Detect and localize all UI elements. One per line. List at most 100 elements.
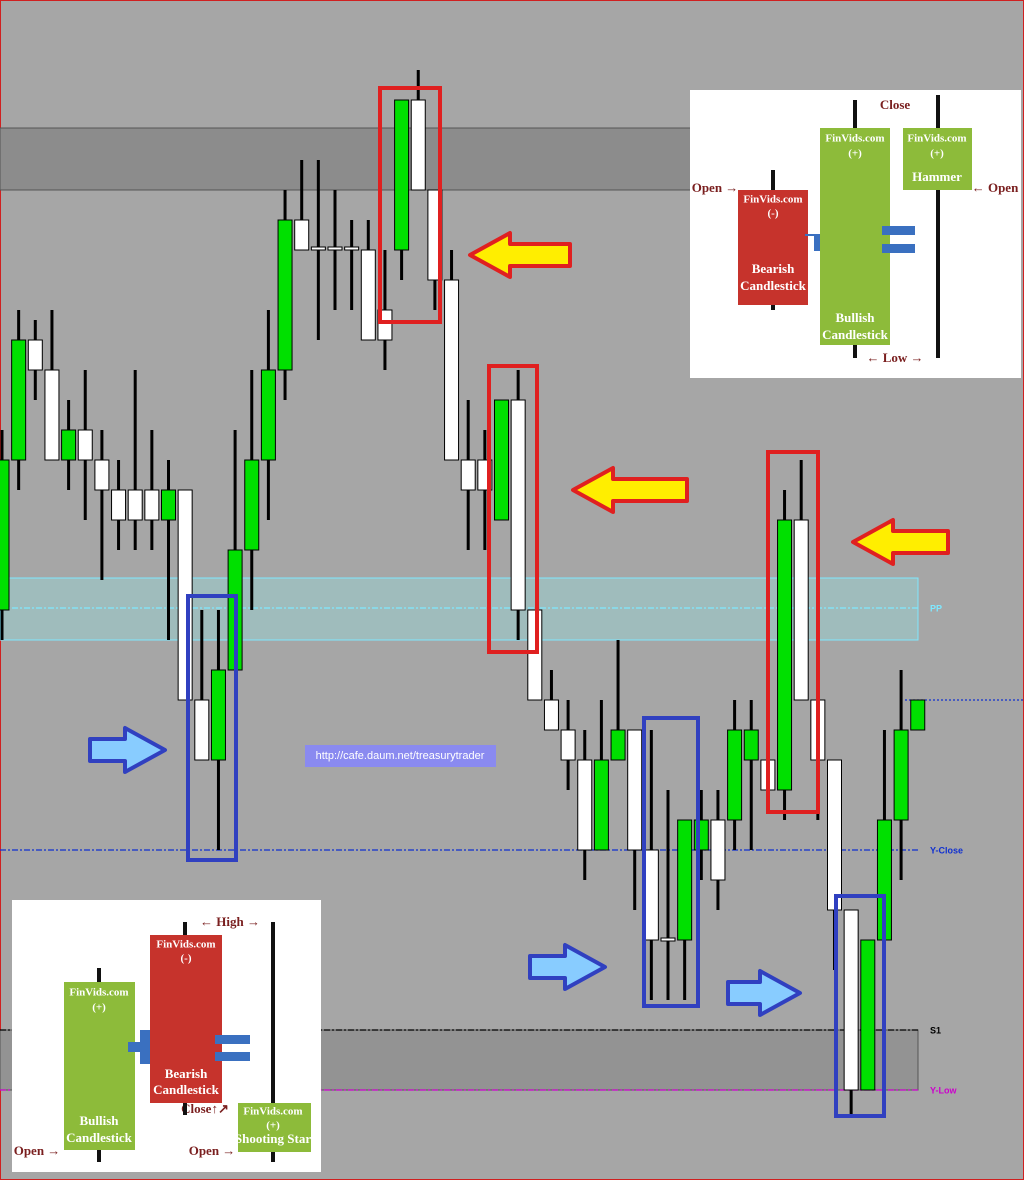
label: (+) bbox=[930, 148, 944, 160]
label: Candlestick bbox=[153, 1082, 220, 1097]
label: FinVids.com bbox=[743, 194, 802, 206]
candle-body bbox=[727, 729, 743, 821]
candle-body bbox=[64, 982, 135, 1150]
candle-body bbox=[610, 729, 626, 761]
candle-body bbox=[643, 849, 659, 941]
label: FinVids.com bbox=[825, 133, 884, 145]
label: (+) bbox=[848, 148, 862, 160]
candle-body bbox=[743, 729, 759, 761]
candle-body bbox=[294, 219, 310, 251]
label: FinVids.com bbox=[243, 1106, 302, 1118]
highlight-box bbox=[487, 364, 539, 654]
hammer-inset: Close Open → ← Open ← Low → FinVids.com … bbox=[690, 90, 1021, 378]
label: Bullish bbox=[79, 1113, 119, 1128]
label: Open → bbox=[692, 180, 739, 195]
candles bbox=[0, 70, 926, 1115]
label: (-) bbox=[181, 953, 192, 965]
label: FinVids.com bbox=[156, 939, 215, 951]
candle-body bbox=[244, 459, 260, 551]
arrow bbox=[571, 466, 689, 514]
label: (+) bbox=[266, 1120, 280, 1132]
candle-body bbox=[327, 246, 343, 251]
label: ← Low → bbox=[866, 350, 923, 365]
candle-body bbox=[738, 190, 808, 305]
label: Open → bbox=[14, 1143, 61, 1158]
candle-body bbox=[510, 399, 526, 611]
candle-body bbox=[494, 399, 509, 521]
candle-body bbox=[460, 459, 476, 491]
arrow bbox=[726, 969, 802, 1017]
candle-body bbox=[127, 489, 143, 521]
candle-body bbox=[94, 459, 110, 491]
label: ← High → bbox=[200, 914, 260, 929]
label: Candlestick bbox=[740, 278, 807, 293]
candle-body bbox=[194, 699, 210, 761]
arrow bbox=[468, 231, 572, 279]
candle-body bbox=[793, 519, 809, 701]
candle-body bbox=[860, 939, 876, 1091]
highlight-box bbox=[766, 450, 820, 814]
plus bbox=[128, 1030, 162, 1064]
candle-body bbox=[820, 128, 890, 345]
candle-body bbox=[627, 729, 643, 851]
candle-body bbox=[677, 819, 693, 941]
candle-body bbox=[710, 819, 726, 881]
label: (-) bbox=[768, 208, 779, 220]
candle-body bbox=[843, 909, 859, 1091]
label: Bearish bbox=[165, 1066, 208, 1081]
arrow bbox=[528, 943, 607, 991]
label: Shooting Star bbox=[235, 1131, 311, 1146]
label: FinVids.com bbox=[69, 987, 128, 999]
candle-body bbox=[238, 1103, 311, 1152]
candle-body bbox=[577, 759, 593, 851]
candle-body bbox=[111, 489, 127, 521]
candle-body bbox=[893, 729, 909, 821]
candle-body bbox=[44, 369, 60, 461]
level-label: Y-Close bbox=[930, 845, 963, 855]
candle-body bbox=[903, 128, 972, 190]
label: Candlestick bbox=[66, 1130, 133, 1145]
label: ← Open bbox=[972, 180, 1019, 195]
candle-body bbox=[660, 937, 676, 942]
candle-body bbox=[210, 669, 226, 761]
label: FinVids.com bbox=[907, 133, 966, 145]
watermark-text: http://cafe.daum.net/treasurytrader bbox=[316, 750, 485, 762]
candle-body bbox=[360, 249, 376, 341]
label: (+) bbox=[92, 1002, 106, 1014]
candle-body bbox=[527, 609, 543, 701]
candle-body bbox=[277, 219, 293, 371]
arrow bbox=[851, 518, 950, 566]
candle-body bbox=[144, 489, 160, 521]
label: Candlestick bbox=[822, 327, 889, 342]
watermark: http://cafe.daum.net/treasurytrader bbox=[305, 745, 496, 767]
candle-body bbox=[593, 759, 609, 851]
candle-body bbox=[410, 99, 426, 191]
level-label: S1 bbox=[930, 1025, 941, 1035]
candle-body bbox=[27, 339, 43, 371]
highlight-box bbox=[642, 716, 700, 1008]
label: Close↑↗ bbox=[181, 1101, 229, 1116]
candle-body bbox=[543, 699, 559, 731]
candle-body bbox=[77, 429, 93, 461]
level-label: Y-Low bbox=[930, 1085, 957, 1095]
watermark-box bbox=[305, 745, 496, 767]
shooting-star-inset: ← High → Close↑↗ Open → Open → FinVids.c… bbox=[12, 900, 321, 1172]
highlight-box bbox=[378, 86, 442, 324]
label: Bearish bbox=[752, 261, 795, 276]
equals bbox=[215, 1035, 250, 1044]
candle-body bbox=[777, 519, 793, 791]
candle-body bbox=[394, 99, 410, 251]
zone bbox=[0, 577, 919, 641]
candle-body bbox=[910, 699, 926, 731]
arrow bbox=[88, 726, 167, 774]
candle-body bbox=[344, 246, 360, 251]
candle-body bbox=[310, 246, 326, 251]
candle-body bbox=[827, 759, 842, 911]
label: Open → bbox=[189, 1143, 236, 1158]
candle-body bbox=[260, 369, 276, 461]
label: Hammer bbox=[912, 169, 962, 184]
level-label: PP bbox=[930, 603, 942, 613]
candle-body bbox=[0, 459, 10, 611]
